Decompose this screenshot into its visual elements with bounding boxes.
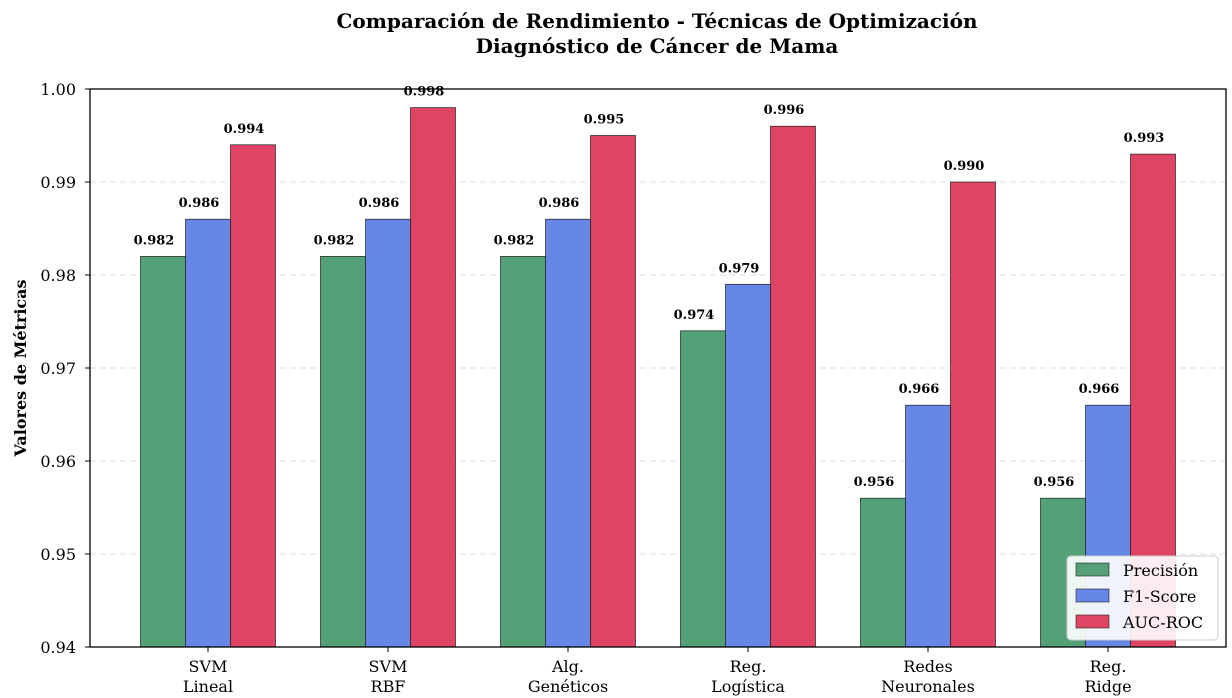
x-category-label-line-1: SVM bbox=[369, 657, 408, 676]
bar-value-label: 0.966 bbox=[1079, 382, 1120, 397]
legend-label-precision: Precisión bbox=[1123, 561, 1198, 580]
bar-f1-score-2 bbox=[545, 218, 591, 648]
bar-value-label: 0.995 bbox=[584, 113, 625, 128]
bar-auc-roc-2 bbox=[590, 135, 636, 648]
bar-f1-score-1 bbox=[365, 218, 411, 648]
bar-f1-score-3 bbox=[725, 283, 771, 648]
bar-auc-roc-3 bbox=[770, 125, 816, 648]
y-tick-label: 0.96 bbox=[40, 452, 76, 471]
legend-swatch-f1-score bbox=[1075, 588, 1110, 603]
bar-auc-roc-4 bbox=[950, 181, 996, 648]
bar-precisi-n-2 bbox=[500, 256, 546, 648]
legend: Precisión F1-Score AUC-ROC bbox=[1066, 555, 1219, 641]
chart-title-line-1: Comparación de Rendimiento - Técnicas de… bbox=[336, 9, 978, 33]
x-category-label-line-1: SVM bbox=[189, 657, 228, 676]
x-category-label-line-1: Reg. bbox=[730, 657, 767, 676]
bar-value-label: 0.966 bbox=[899, 382, 940, 397]
bar-value-label: 0.993 bbox=[1124, 131, 1165, 146]
bar-value-label: 0.982 bbox=[314, 233, 355, 248]
bar-value-label: 0.998 bbox=[404, 85, 445, 100]
x-category-label-line-2: Lineal bbox=[183, 677, 233, 696]
x-category-label-line-1: Reg. bbox=[1090, 657, 1127, 676]
chart-title-line-2: Diagnóstico de Cáncer de Mama bbox=[476, 34, 839, 58]
y-axis-label: Valores de Métricas bbox=[11, 279, 30, 457]
bar-precisi-n-0 bbox=[140, 256, 186, 648]
x-category-label-line-2: Ridge bbox=[1084, 677, 1131, 696]
bar-value-label: 0.982 bbox=[494, 233, 535, 248]
bar-value-label: 0.990 bbox=[944, 159, 985, 174]
legend-label-auc-roc: AUC-ROC bbox=[1122, 613, 1203, 632]
bar-precisi-n-1 bbox=[320, 256, 366, 648]
x-axis-categories: SVMLinealSVMRBFAlg.GenéticosReg.Logístic… bbox=[183, 647, 1132, 696]
bars bbox=[140, 107, 1176, 648]
bar-f1-score-4 bbox=[905, 404, 951, 648]
bar-f1-score-0 bbox=[185, 218, 231, 648]
bar-value-label: 0.956 bbox=[1034, 475, 1075, 490]
x-category-label-line-2: Neuronales bbox=[881, 677, 975, 696]
y-tick-label: 0.94 bbox=[40, 638, 76, 657]
bar-auc-roc-0 bbox=[230, 144, 276, 648]
bar-value-label: 0.994 bbox=[224, 122, 265, 137]
bar-value-label: 0.996 bbox=[764, 103, 805, 118]
bar-value-label: 0.986 bbox=[359, 196, 400, 211]
x-category-label-line-1: Alg. bbox=[551, 657, 584, 676]
value-labels: 0.982 0.986 0.994 0.982 0.986 0.998 0.982 0.986… bbox=[134, 85, 1165, 491]
bar-precisi-n-3 bbox=[680, 330, 726, 648]
x-category-label-line-2: Genéticos bbox=[528, 677, 608, 696]
y-tick-label: 0.95 bbox=[40, 545, 76, 564]
x-category-label-line-1: Redes bbox=[903, 657, 952, 676]
bar-value-label: 0.986 bbox=[539, 196, 580, 211]
x-category-label-line-2: Logística bbox=[711, 677, 785, 696]
bar-value-label: 0.974 bbox=[674, 308, 715, 323]
y-tick-label: 1.00 bbox=[40, 80, 76, 99]
bar-value-label: 0.956 bbox=[854, 475, 895, 490]
bar-value-label: 0.979 bbox=[719, 261, 760, 276]
legend-label-f1-score: F1-Score bbox=[1123, 587, 1196, 606]
bar-value-label: 0.982 bbox=[134, 233, 175, 248]
y-axis-ticks: 0.94 0.95 0.96 0.97 0.98 0.99 1.00 bbox=[40, 80, 90, 657]
legend-swatch-precision bbox=[1075, 562, 1110, 577]
y-tick-label: 0.98 bbox=[40, 266, 76, 285]
y-tick-label: 0.97 bbox=[40, 359, 76, 378]
legend-swatch-auc-roc bbox=[1075, 614, 1110, 629]
x-category-label-line-2: RBF bbox=[371, 677, 406, 696]
bar-auc-roc-1 bbox=[410, 107, 456, 648]
bar-precisi-n-4 bbox=[860, 497, 906, 648]
y-tick-label: 0.99 bbox=[40, 173, 76, 192]
bar-value-label: 0.986 bbox=[179, 196, 220, 211]
